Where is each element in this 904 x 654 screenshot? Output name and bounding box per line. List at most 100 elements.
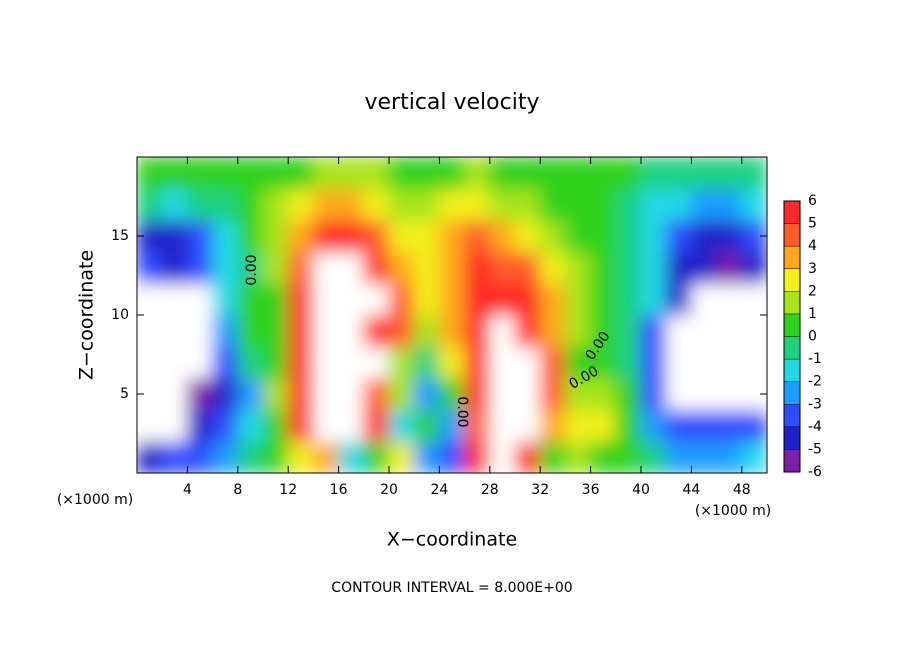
cell [716,219,743,253]
cell [338,346,365,379]
cell [413,251,440,284]
cell [262,188,289,221]
cell [186,251,214,284]
cell [363,251,390,284]
cell [615,440,642,473]
cell [464,282,491,316]
cell [615,409,642,442]
cell [489,314,516,348]
cell [489,346,516,379]
cell [161,377,188,411]
cell [640,377,667,411]
cell [539,188,566,221]
cell [413,219,440,253]
cell [590,440,617,473]
cell [262,219,289,253]
cell [338,282,365,316]
colorbar-swatch [784,313,800,337]
cell [388,346,415,379]
cell [741,409,767,442]
x-tick-label: 4 [183,482,192,498]
cell [489,157,516,190]
cell [590,346,617,379]
cell [338,219,365,253]
cell [186,157,214,190]
cell [539,440,566,473]
colorbar-tick-label: 4 [808,238,817,254]
cell [590,219,617,253]
cell [186,409,214,442]
cell [464,251,491,284]
cell [640,346,667,379]
cell [716,377,743,411]
cell [413,188,440,221]
cell [665,377,692,411]
cell [262,314,289,348]
cell [564,251,592,284]
cell [413,282,440,316]
colorbar-swatch [784,291,800,314]
cell [564,188,592,221]
colorbar-swatch [784,359,800,382]
cell [640,188,667,221]
cell [464,377,491,411]
cell [287,409,314,442]
cell [312,346,340,379]
cell [363,314,390,348]
cell [539,409,566,442]
cell [312,314,340,348]
cell [615,314,642,348]
cell [716,346,743,379]
cell [690,188,718,221]
cell [388,219,415,253]
cell [363,188,390,221]
cell [262,346,289,379]
cell [665,440,692,473]
cell [564,409,592,442]
x-tick-label: 12 [279,482,297,498]
cell [615,282,642,316]
colorbar-tick-label: -5 [808,441,822,457]
cell [388,282,415,316]
x-tick-label: 20 [380,482,398,498]
cell [665,346,692,379]
cell [438,282,466,316]
cell [137,282,163,316]
colorbar-swatch [784,404,800,427]
cell [438,314,466,348]
cell [514,251,541,284]
x-tick-label: 40 [632,482,650,498]
cell [312,157,340,190]
cell [212,157,239,190]
cell [186,346,214,379]
cell [590,188,617,221]
cell [388,314,415,348]
cell [741,282,767,316]
cell [564,314,592,348]
cell [338,314,365,348]
cell [665,409,692,442]
cell [489,251,516,284]
colorbar-tick-label: 2 [808,283,817,299]
cell [464,157,491,190]
cell [363,157,390,190]
cell [716,314,743,348]
cell [438,409,466,442]
cell [590,314,617,348]
cell [590,157,617,190]
cell [741,157,767,190]
cell [615,251,642,284]
cell [338,377,365,411]
colorbar-tick-label: -4 [808,419,822,435]
cell [262,282,289,316]
cell [338,157,365,190]
cell [665,282,692,316]
cell [489,188,516,221]
cell [514,346,541,379]
cell [590,251,617,284]
colorbar-swatch [784,426,800,450]
cell [564,377,592,411]
contour-label: 0.00 [454,396,470,427]
cell [665,251,692,284]
